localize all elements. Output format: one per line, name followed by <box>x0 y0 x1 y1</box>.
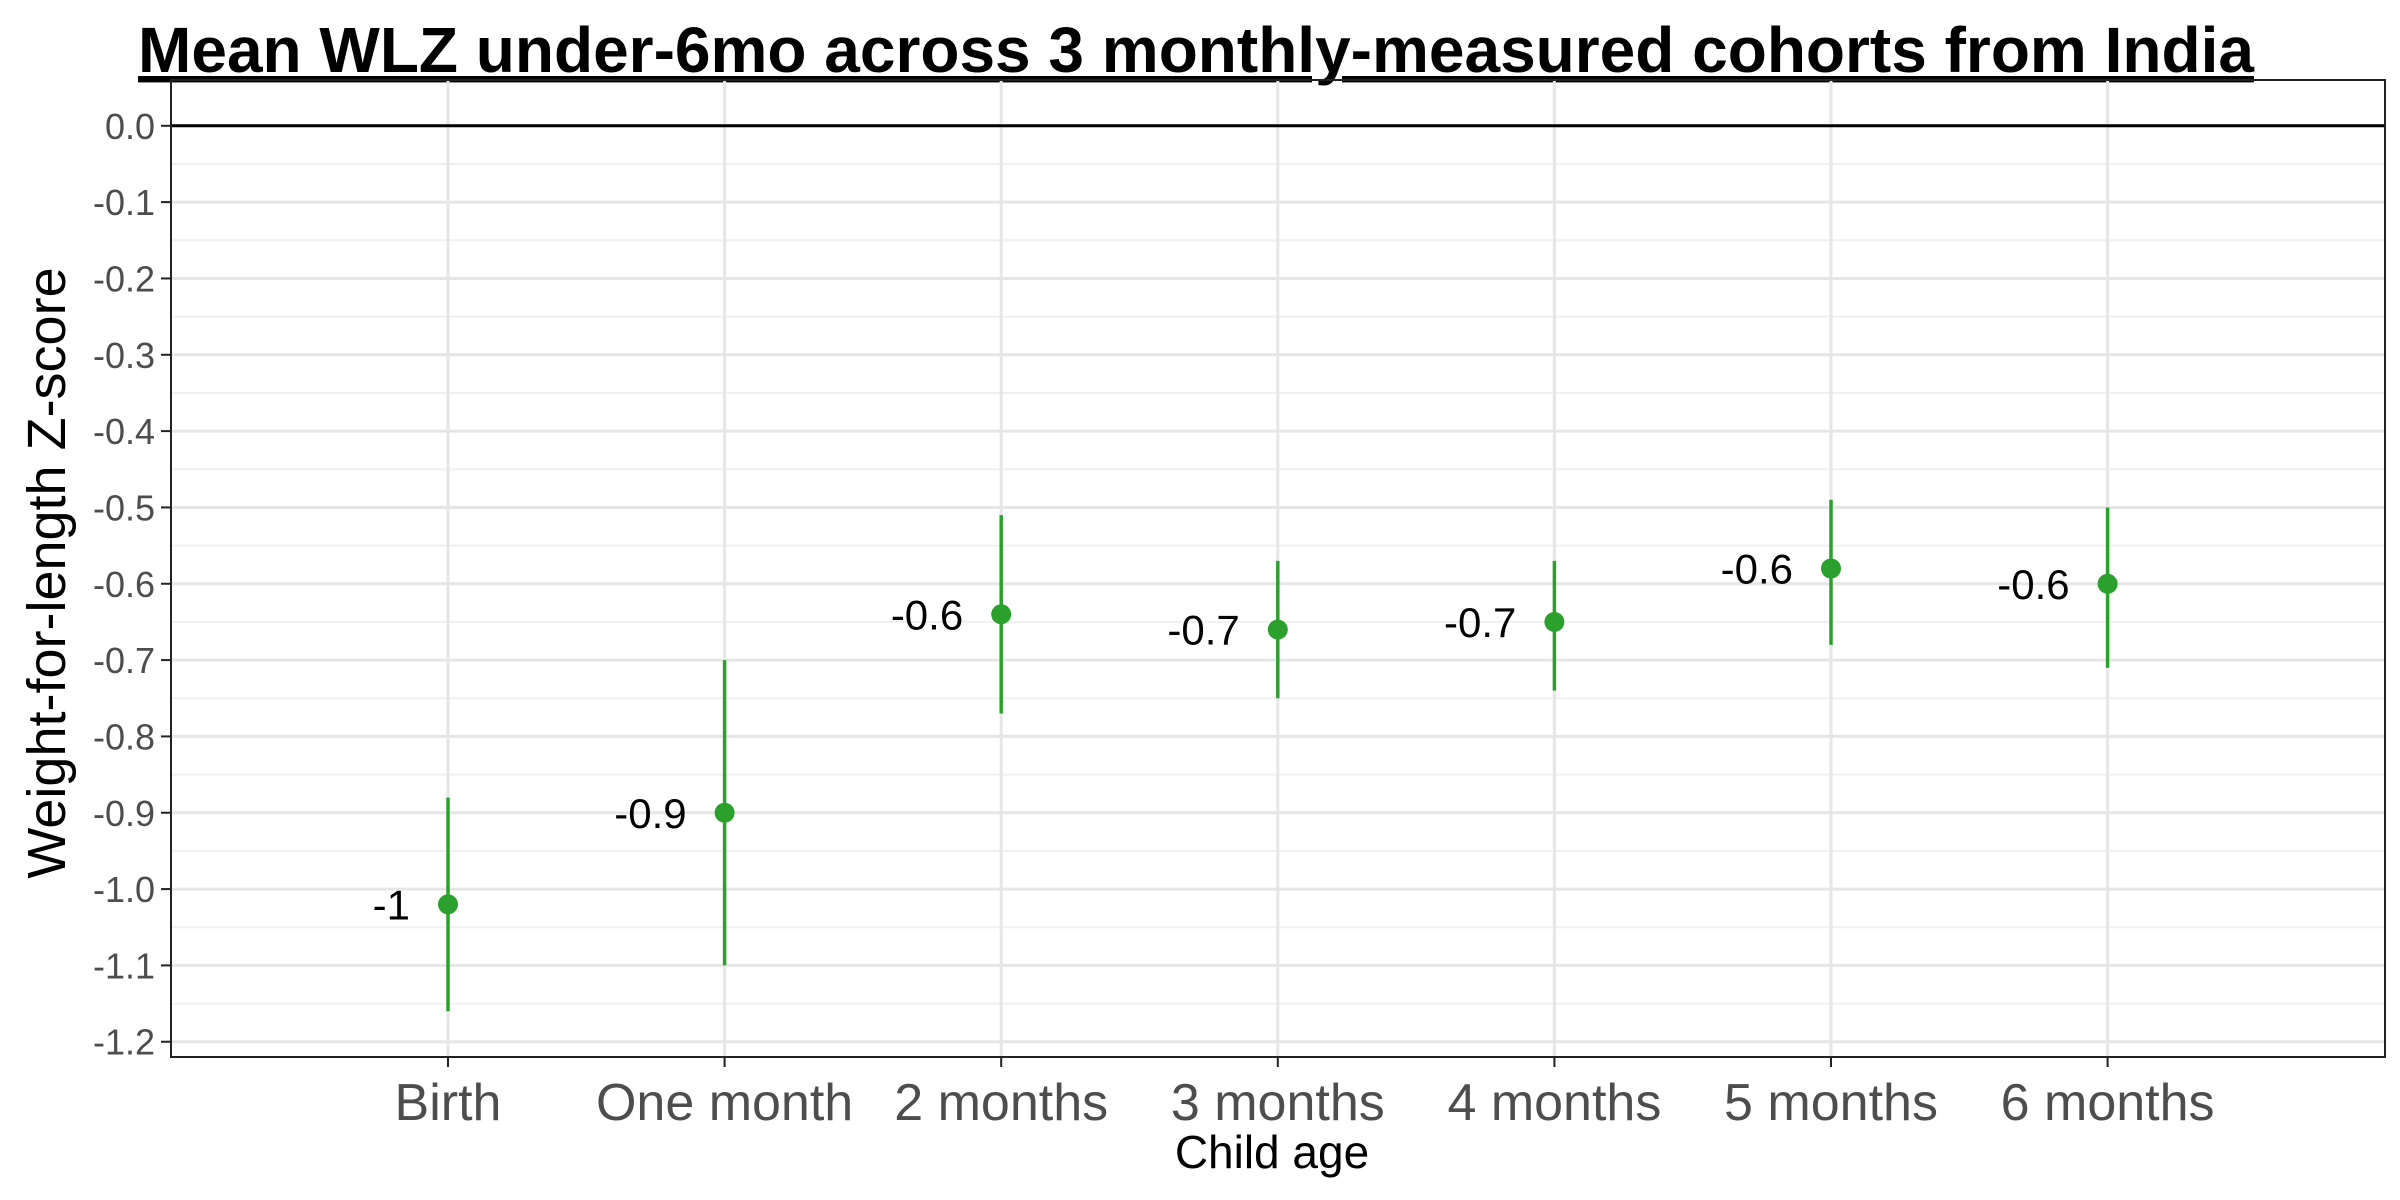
y-tick-label: -0.7 <box>93 640 155 681</box>
x-tick-label: 2 months <box>894 1074 1108 1132</box>
data-label: -0.7 <box>1167 607 1239 654</box>
data-label: -0.9 <box>614 790 686 837</box>
data-point <box>991 604 1012 625</box>
y-tick-label: -0.2 <box>93 258 155 299</box>
x-tick-label: 3 months <box>1171 1074 1385 1132</box>
y-tick-label: -1.1 <box>93 945 155 986</box>
data-label: -1 <box>373 881 410 928</box>
panel-border <box>170 79 2386 1058</box>
y-axis-title: Weight-for-length Z-score <box>17 267 77 878</box>
y-tick-label: -0.6 <box>93 564 155 605</box>
x-tick-label: One month <box>596 1074 853 1132</box>
point-series: -1 -0.9 -0.6 -0.7 -0.7 -0.6 -0.6 <box>373 499 2118 1012</box>
data-label: -0.6 <box>1997 561 2069 608</box>
y-tick-label: -0.3 <box>93 335 155 376</box>
data-point <box>2097 573 2118 594</box>
data-point <box>714 802 735 823</box>
y-tick-label: -0.1 <box>93 182 155 223</box>
x-tick-label: 5 months <box>1724 1074 1938 1132</box>
y-tick-label: 0.0 <box>105 106 155 147</box>
y-axis: 0.0 -0.1 -0.2 -0.3 -0.4 -0.5 -0.6 -0.7 -0.8 -0.9 -… <box>93 106 171 1063</box>
x-axis-title: Child age <box>1175 1126 1369 1178</box>
data-label: -0.6 <box>891 591 963 638</box>
y-tick-label: -1.2 <box>93 1022 155 1063</box>
y-tick-label: -0.4 <box>93 411 155 452</box>
x-axis: Birth One month 2 months 3 months 4 months 5 … <box>395 1057 2215 1132</box>
data-label: -0.6 <box>1721 546 1793 593</box>
data-point <box>1544 611 1565 632</box>
data-label: -0.7 <box>1444 599 1516 646</box>
y-tick-label: -0.9 <box>93 793 155 834</box>
x-tick-label: 4 months <box>1447 1074 1661 1132</box>
y-tick-label: -0.5 <box>93 487 155 528</box>
data-point <box>438 894 458 915</box>
y-tick-label: -0.8 <box>93 716 155 757</box>
data-point <box>1267 619 1288 640</box>
x-tick-label: 6 months <box>2001 1074 2215 1132</box>
data-point <box>1821 558 1841 579</box>
x-tick-label: Birth <box>395 1074 502 1132</box>
chart-title: Mean WLZ under-6mo across 3 monthly-meas… <box>138 14 2254 86</box>
y-tick-label: -1.0 <box>93 869 155 910</box>
